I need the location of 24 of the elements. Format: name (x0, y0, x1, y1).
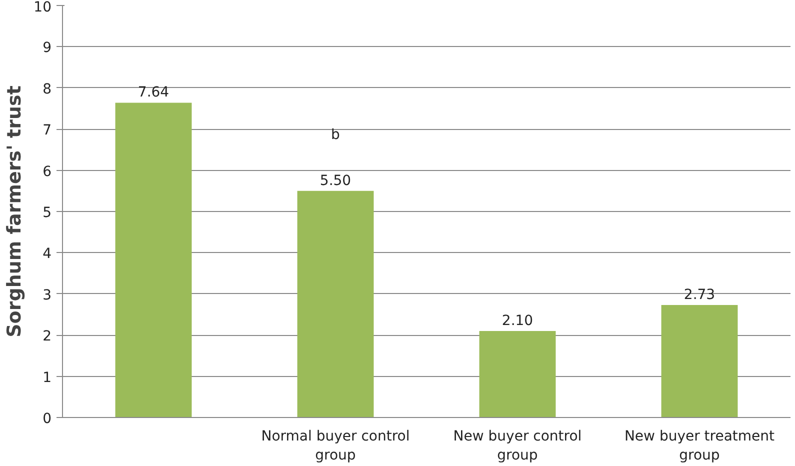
y-tick-label: 7 (42, 122, 52, 139)
bar (115, 102, 192, 418)
data-label: 7.64 (138, 84, 170, 101)
y-tick-label: 8 (42, 81, 52, 98)
bar (661, 305, 738, 418)
data-label: 2.10 (502, 312, 534, 329)
data-label: 2.73 (684, 287, 716, 304)
y-tick-label: 9 (42, 40, 52, 56)
y-axis-title: Sorghum farmers' trust (4, 86, 26, 338)
y-tick-label: 0 (42, 411, 52, 427)
data-label: 5.50 (320, 172, 352, 189)
bar (479, 330, 556, 418)
x-tick-label: New buyer treatment group (624, 428, 776, 464)
x-tick-label: Normal buyer control group (261, 428, 410, 464)
y-tick-label: 6 (42, 164, 52, 180)
y-tick-label: 4 (42, 246, 52, 262)
y-tick-label: 10 (34, 0, 52, 16)
y-tick-label: 3 (42, 287, 52, 304)
bar (297, 190, 374, 418)
annotation: b (331, 126, 340, 143)
y-tick-label: 5 (42, 205, 52, 221)
y-tick-label: 2 (42, 328, 52, 345)
x-tick-label: New buyer control group (453, 428, 582, 464)
y-tick-label: 1 (42, 370, 52, 386)
